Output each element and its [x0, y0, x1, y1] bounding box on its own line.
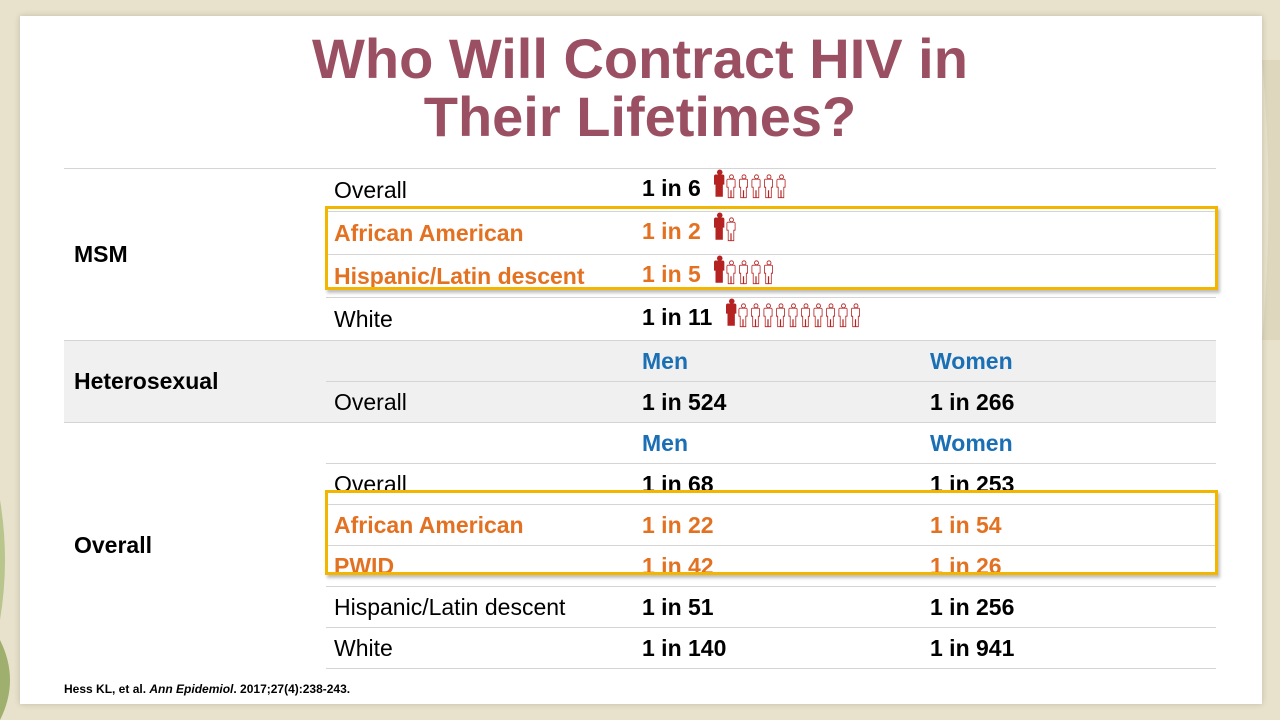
person-filled-icon [714, 169, 725, 197]
person-outline-icon [775, 303, 785, 328]
person-outline-icon [813, 303, 823, 328]
highlight-box-overall [325, 490, 1218, 575]
men-rate: 1 in 140 [642, 627, 930, 669]
table-row: White 1 in 140 1 in 941 [64, 627, 1217, 669]
person-outline-icon [850, 303, 860, 328]
person-outline-icon [726, 174, 736, 199]
people-icon-group [713, 167, 790, 209]
person-outline-icon [825, 303, 835, 328]
group-label-msm: MSM [64, 168, 326, 341]
table-row: Overall Men Women [64, 422, 1217, 669]
people-icon-group [713, 210, 740, 252]
row-label: Overall [326, 168, 642, 212]
people-icon-group [713, 253, 778, 295]
rate-value: 1 in 5 [642, 261, 701, 288]
person-filled-icon [714, 212, 725, 240]
men-rate: 1 in 22 [642, 504, 930, 546]
empty-cell [326, 422, 642, 464]
rate-cell: 1 in 5 [642, 253, 1217, 298]
women-rate: 1 in 266 [930, 381, 1217, 423]
reference-authors: Hess KL, et al. [64, 682, 147, 696]
reference-journal: Ann Epidemiol [149, 682, 234, 696]
row-label: Hispanic/Latin descent [326, 586, 642, 628]
people-icons [714, 255, 774, 285]
people-icons [714, 212, 736, 242]
column-header-men: Men [642, 422, 930, 464]
slide-title: Who Will Contract HIV in Their Lifetimes… [0, 30, 1280, 146]
person-outline-icon [750, 303, 760, 328]
row-label: White [326, 627, 642, 669]
column-header-women: Women [930, 422, 1217, 464]
rate-cell: 1 in 2 [642, 210, 1217, 255]
table-row: MSM Overall 1 in 6 [64, 167, 1217, 341]
reference-details: . 2017;27(4):238-243. [233, 682, 351, 696]
title-line-2: Their Lifetimes? [423, 85, 857, 148]
row-label: Overall [326, 381, 642, 423]
women-rate: 1 in 26 [930, 545, 1217, 587]
person-outline-icon [726, 217, 736, 242]
person-filled-icon [714, 255, 725, 283]
person-outline-icon [763, 303, 773, 328]
person-outline-icon [764, 174, 774, 199]
rate-value: 1 in 11 [642, 304, 713, 331]
column-header-women: Women [930, 340, 1217, 382]
rate-value: 1 in 6 [642, 175, 701, 202]
person-outline-icon [788, 303, 798, 328]
table-row: Heterosexual Men Women [64, 340, 1217, 423]
person-outline-icon [751, 174, 761, 199]
people-icons [714, 169, 786, 199]
table-row: Overall 1 in 524 1 in 266 [64, 381, 1217, 423]
group-label-heterosexual: Heterosexual [64, 340, 326, 423]
person-outline-icon [726, 260, 736, 285]
women-rate: 1 in 256 [930, 586, 1217, 628]
men-rate: 1 in 51 [642, 586, 930, 628]
group-label-overall: Overall [64, 422, 326, 669]
row-label: African American [326, 211, 642, 255]
person-outline-icon [739, 174, 749, 199]
row-label: Overall [326, 463, 642, 505]
rate-value: 1 in 2 [642, 218, 701, 245]
row-label: White [326, 297, 642, 341]
table-row: White 1 in 11 [64, 296, 1217, 341]
rate-cell: 1 in 6 [642, 167, 1217, 212]
table-row: African American 1 in 2 [64, 210, 1217, 255]
highlight-box-msm [325, 206, 1218, 290]
person-outline-icon [739, 260, 749, 285]
rate-cell: 1 in 11 [642, 296, 1217, 341]
women-rate: 1 in 941 [930, 627, 1217, 669]
column-header-men: Men [642, 340, 930, 382]
title-line-1: Who Will Contract HIV in [312, 27, 968, 90]
reference-citation: Hess KL, et al. Ann Epidemiol. 2017;27(4… [64, 682, 350, 696]
people-icons [725, 298, 860, 328]
person-filled-icon [725, 298, 737, 326]
women-rate: 1 in 54 [930, 504, 1217, 546]
person-outline-icon [800, 303, 810, 328]
table-row: Hispanic/Latin descent 1 in 5 [64, 253, 1217, 298]
people-icon-group [725, 296, 865, 338]
table-row: Hispanic/Latin descent 1 in 51 1 in 256 [64, 586, 1217, 628]
person-outline-icon [838, 303, 848, 328]
row-label: African American [326, 504, 642, 546]
empty-cell [326, 340, 642, 382]
person-outline-icon [751, 260, 761, 285]
table-row: African American 1 in 22 1 in 54 [64, 504, 1217, 546]
person-outline-icon [738, 303, 748, 328]
men-rate: 1 in 524 [642, 381, 930, 423]
person-outline-icon [764, 260, 774, 285]
row-label: Hispanic/Latin descent [326, 254, 642, 298]
person-outline-icon [776, 174, 786, 199]
